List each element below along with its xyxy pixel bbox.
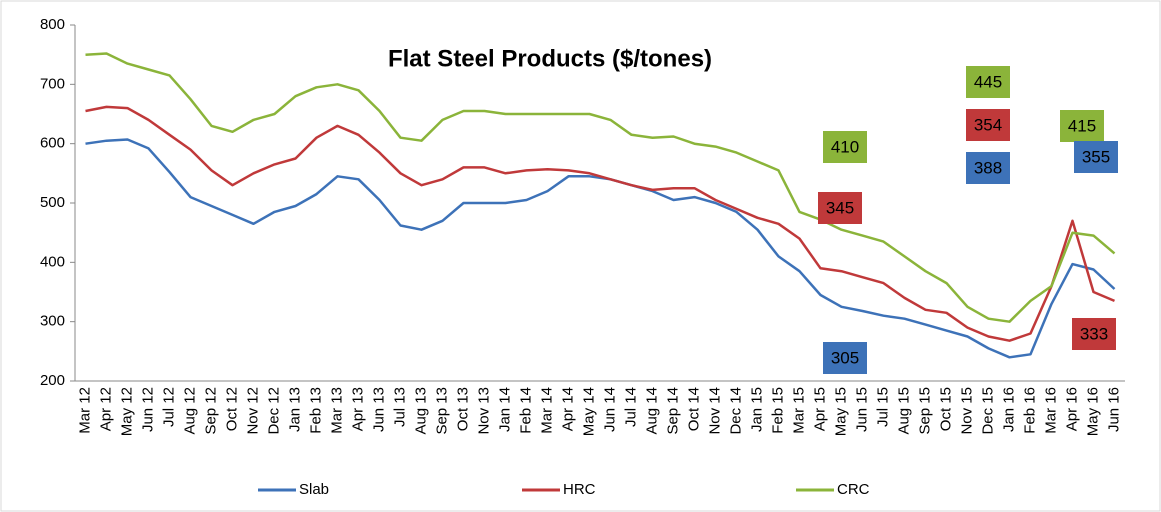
annotation-text: 388 <box>974 158 1002 177</box>
x-tick-label: Nov 13 <box>475 387 492 435</box>
x-tick-label: Aug 15 <box>895 387 912 435</box>
x-tick-label: Dec 15 <box>979 387 996 435</box>
x-tick-label: Dec 12 <box>265 387 282 435</box>
x-tick-label: Mar 15 <box>790 387 807 434</box>
x-tick-label: Jan 15 <box>748 387 765 432</box>
y-tick-label: 800 <box>40 16 65 33</box>
x-tick-label: Aug 12 <box>181 387 198 435</box>
annotation-text: 445 <box>974 72 1002 91</box>
x-tick-label: Oct 15 <box>937 387 954 431</box>
x-tick-label: Mar 14 <box>538 387 555 434</box>
x-tick-label: Sep 14 <box>664 387 681 435</box>
series-line <box>85 105 1115 342</box>
x-tick-label: Sep 13 <box>433 387 450 435</box>
x-tick-label: Oct 13 <box>454 387 471 431</box>
annotation-box <box>966 152 1010 184</box>
x-tick-label: Nov 12 <box>244 387 261 435</box>
x-tick-label: Nov 14 <box>706 387 723 435</box>
x-tick-label: Jul 13 <box>391 387 408 427</box>
x-tick-label: Mar 16 <box>1042 387 1059 434</box>
x-tick-label: Mar 12 <box>76 387 93 434</box>
x-tick-label: Jul 15 <box>874 387 891 427</box>
series-line <box>85 138 1116 359</box>
x-tick-label: Mar 13 <box>328 387 345 434</box>
x-tick-label: Dec 14 <box>727 387 744 435</box>
y-tick-label: 400 <box>40 253 65 270</box>
legend-label: Slab <box>299 481 329 498</box>
legend-label: CRC <box>837 481 870 498</box>
x-tick-label: Oct 12 <box>223 387 240 431</box>
x-tick-label: Jan 14 <box>496 387 513 432</box>
x-tick-label: Apr 13 <box>349 387 366 431</box>
annotation-box <box>823 342 867 374</box>
annotation-text: 305 <box>831 348 859 367</box>
x-tick-label: Jul 12 <box>160 387 177 427</box>
annotation-box <box>1072 318 1116 350</box>
y-tick-label: 700 <box>40 75 65 92</box>
series-line <box>85 52 1116 323</box>
legend-label: HRC <box>563 481 596 498</box>
annotation-box <box>823 131 867 163</box>
y-tick-label: 600 <box>40 135 65 152</box>
x-tick-label: Jan 13 <box>286 387 303 432</box>
x-tick-label: Jun 14 <box>601 387 618 432</box>
x-tick-label: Feb 14 <box>517 387 534 434</box>
x-tick-label: Nov 15 <box>958 387 975 435</box>
annotation-text: 355 <box>1082 147 1110 166</box>
x-tick-label: Apr 14 <box>559 387 576 431</box>
x-tick-label: Jun 12 <box>139 387 156 432</box>
y-tick-label: 200 <box>40 372 65 389</box>
x-tick-label: Apr 16 <box>1063 387 1080 431</box>
annotation-text: 410 <box>831 137 859 156</box>
x-tick-label: May 14 <box>580 387 597 436</box>
x-tick-label: May 16 <box>1084 387 1101 436</box>
x-tick-label: May 15 <box>832 387 849 436</box>
x-tick-label: Aug 14 <box>643 387 660 435</box>
x-tick-label: Apr 12 <box>97 387 114 431</box>
x-tick-label: Jun 13 <box>370 387 387 432</box>
annotation-text: 415 <box>1068 116 1096 135</box>
annotation-box <box>1060 110 1104 142</box>
x-tick-label: Oct 14 <box>685 387 702 431</box>
x-tick-label: Jun 15 <box>853 387 870 432</box>
annotation-text: 354 <box>974 115 1002 134</box>
x-tick-label: Feb 13 <box>307 387 324 434</box>
x-tick-label: Apr 15 <box>811 387 828 431</box>
annotation-text: 333 <box>1080 324 1108 343</box>
x-tick-label: Jan 16 <box>1000 387 1017 432</box>
y-tick-label: 500 <box>40 194 65 211</box>
annotation-box <box>1074 141 1118 173</box>
annotation-box <box>966 66 1010 98</box>
y-tick-label: 300 <box>40 313 65 330</box>
annotation-box <box>966 109 1010 141</box>
x-tick-label: May 12 <box>118 387 135 436</box>
annotation-box <box>818 192 862 224</box>
x-tick-label: Sep 12 <box>202 387 219 435</box>
x-tick-label: Jun 16 <box>1105 387 1122 432</box>
x-tick-label: Aug 13 <box>412 387 429 435</box>
chart-title: Flat Steel Products ($/tones) <box>388 45 712 72</box>
x-tick-label: Feb 15 <box>769 387 786 434</box>
annotation-text: 345 <box>826 198 854 217</box>
x-tick-label: Sep 15 <box>916 387 933 435</box>
x-tick-label: Feb 16 <box>1021 387 1038 434</box>
x-tick-label: Jul 14 <box>622 387 639 427</box>
